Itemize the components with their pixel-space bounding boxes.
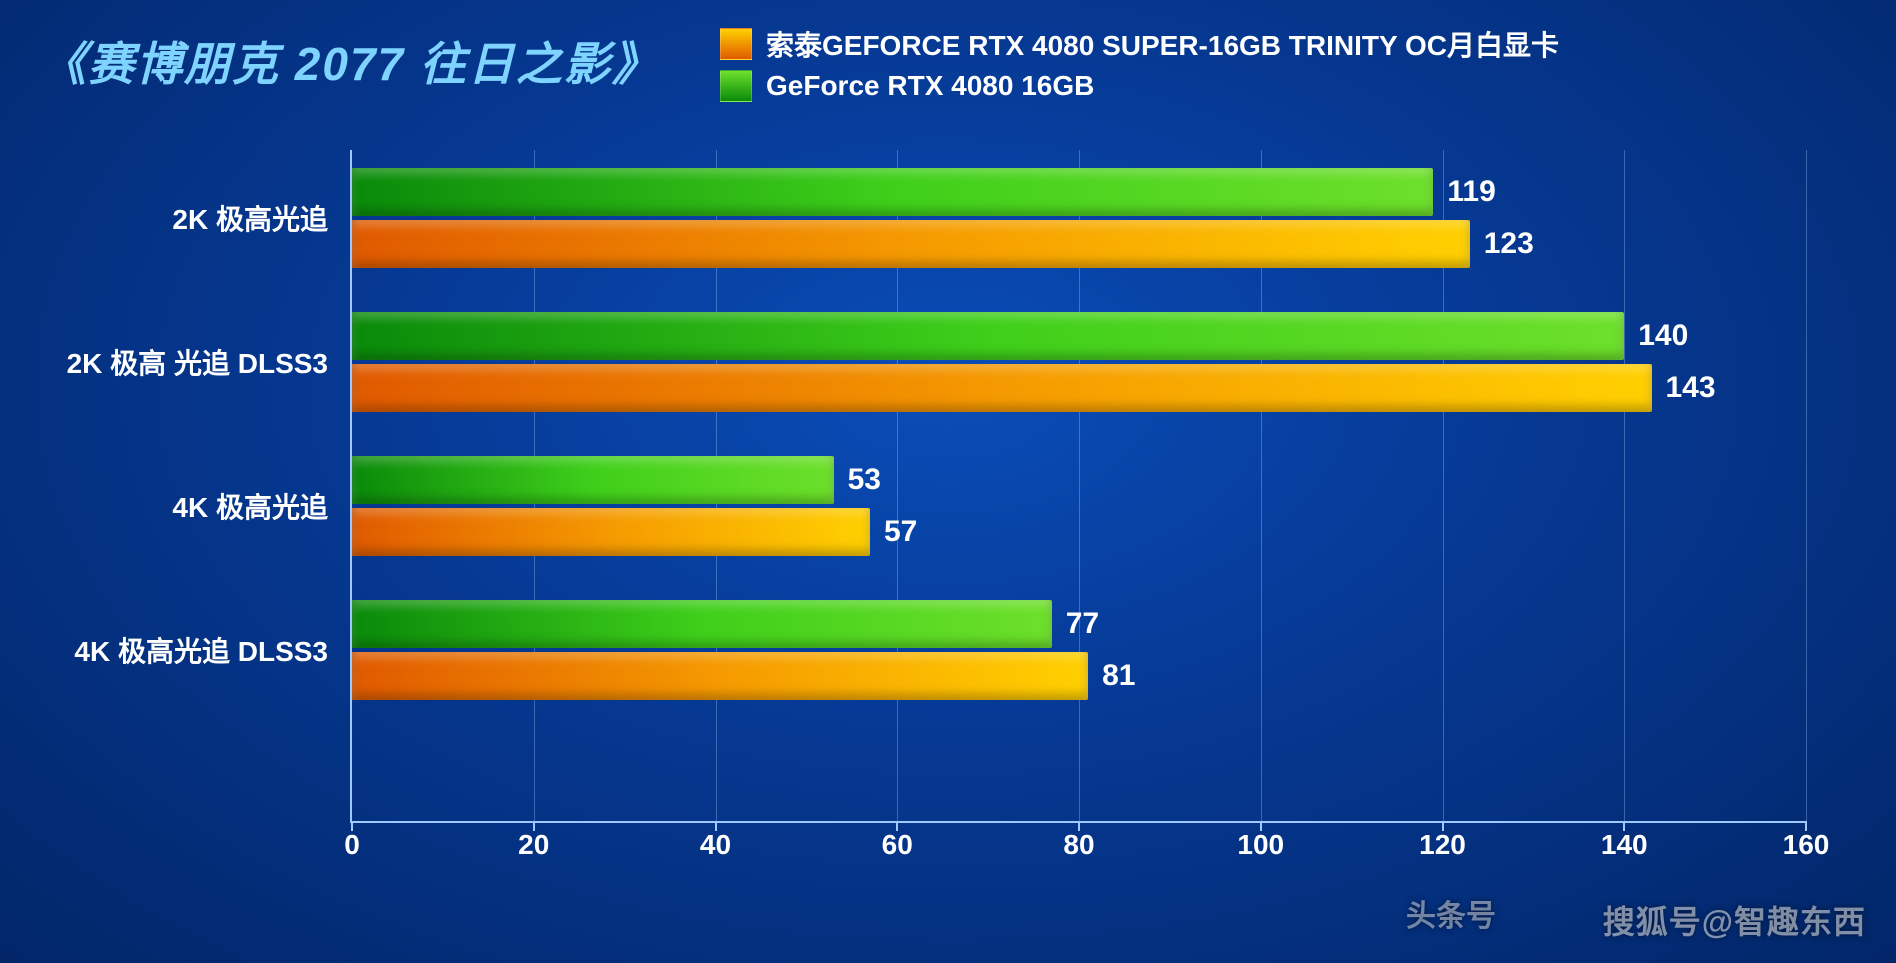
watermark-right: 搜狐号@智趣东西: [1603, 897, 1866, 943]
bar-value: 140: [1624, 319, 1688, 353]
bar-value: 53: [834, 463, 881, 497]
x-tick-label: 20: [518, 829, 549, 861]
bar-group: 4K 极高光追5357: [352, 456, 1806, 556]
x-tick-label: 0: [344, 829, 360, 861]
legend-item-green: GeForce RTX 4080 16GB: [720, 70, 1559, 102]
legend-item-orange: 索泰GEFORCE RTX 4080 SUPER-16GB TRINITY OC…: [720, 24, 1559, 64]
bar-value: 77: [1052, 607, 1099, 641]
bar-group: 2K 极高 光追 DLSS3140143: [352, 312, 1806, 412]
legend-swatch-green: [720, 70, 752, 102]
bar-orange: 57: [352, 508, 870, 556]
bar-value: 81: [1088, 659, 1135, 693]
plot-area: 0204060801001201401602K 极高光追1191232K 极高 …: [350, 150, 1806, 823]
legend: 索泰GEFORCE RTX 4080 SUPER-16GB TRINITY OC…: [720, 24, 1559, 108]
x-tick-label: 80: [1063, 829, 1094, 861]
x-tick-label: 100: [1237, 829, 1284, 861]
category-label: 2K 极高光追: [42, 198, 352, 238]
x-tick-label: 160: [1783, 829, 1830, 861]
bar-green: 53: [352, 456, 834, 504]
legend-swatch-orange: [720, 28, 752, 60]
gridline: [1806, 150, 1807, 821]
bar-group: 2K 极高光追119123: [352, 168, 1806, 268]
bar-orange: 143: [352, 364, 1652, 412]
category-label: 2K 极高 光追 DLSS3: [42, 342, 352, 382]
category-label: 4K 极高光追 DLSS3: [42, 630, 352, 670]
bar-orange: 81: [352, 652, 1088, 700]
legend-label-orange: 索泰GEFORCE RTX 4080 SUPER-16GB TRINITY OC…: [766, 24, 1559, 64]
category-label: 4K 极高光追: [42, 486, 352, 526]
x-tick-label: 120: [1419, 829, 1466, 861]
chart-title: 《赛博朋克 2077 往日之影》: [40, 28, 660, 94]
chart-area: 0204060801001201401602K 极高光追1191232K 极高 …: [40, 150, 1836, 903]
bar-group: 4K 极高光追 DLSS37781: [352, 600, 1806, 700]
bar-orange: 123: [352, 220, 1470, 268]
x-tick-label: 40: [700, 829, 731, 861]
x-tick-label: 60: [882, 829, 913, 861]
bar-green: 77: [352, 600, 1052, 648]
bar-value: 123: [1470, 227, 1534, 261]
watermark-head: 头条号: [1406, 891, 1496, 935]
bar-value: 143: [1652, 371, 1716, 405]
bar-value: 119: [1433, 175, 1495, 209]
bar-green: 140: [352, 312, 1624, 360]
legend-label-green: GeForce RTX 4080 16GB: [766, 70, 1094, 102]
bar-green: 119: [352, 168, 1433, 216]
bar-value: 57: [870, 515, 917, 549]
x-tick-label: 140: [1601, 829, 1648, 861]
